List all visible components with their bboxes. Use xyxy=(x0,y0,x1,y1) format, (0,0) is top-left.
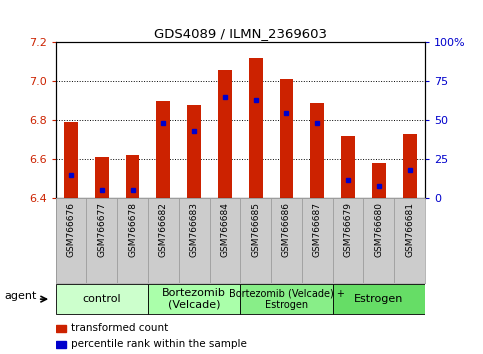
Bar xyxy=(86,198,117,283)
Text: transformed count: transformed count xyxy=(71,324,168,333)
Bar xyxy=(210,198,240,283)
Bar xyxy=(394,198,425,283)
Bar xyxy=(56,198,86,283)
Bar xyxy=(403,134,416,198)
Text: GSM766676: GSM766676 xyxy=(67,202,75,257)
Bar xyxy=(56,284,148,314)
Text: Bortezomib (Velcade) +
Estrogen: Bortezomib (Velcade) + Estrogen xyxy=(228,288,344,310)
Title: GDS4089 / ILMN_2369603: GDS4089 / ILMN_2369603 xyxy=(154,27,327,40)
Text: GSM766684: GSM766684 xyxy=(220,202,229,257)
Text: GSM766681: GSM766681 xyxy=(405,202,414,257)
Bar xyxy=(364,198,394,283)
Text: GSM766685: GSM766685 xyxy=(251,202,260,257)
Bar xyxy=(302,198,333,283)
Bar xyxy=(271,198,302,283)
Text: GSM766679: GSM766679 xyxy=(343,202,353,257)
Text: Estrogen: Estrogen xyxy=(354,294,403,304)
Bar xyxy=(333,198,364,283)
Bar xyxy=(311,103,324,198)
Bar xyxy=(179,198,210,283)
Text: Bortezomib
(Velcade): Bortezomib (Velcade) xyxy=(162,288,226,310)
Bar xyxy=(249,58,263,198)
Text: GSM766683: GSM766683 xyxy=(190,202,199,257)
Text: percentile rank within the sample: percentile rank within the sample xyxy=(71,339,247,349)
Bar xyxy=(148,198,179,283)
Text: GSM766680: GSM766680 xyxy=(374,202,384,257)
Bar xyxy=(280,80,293,198)
Bar xyxy=(187,105,201,198)
Bar xyxy=(156,101,170,198)
Bar xyxy=(64,122,78,198)
Bar xyxy=(95,157,109,198)
Bar xyxy=(333,284,425,314)
Text: GSM766682: GSM766682 xyxy=(159,202,168,257)
Bar xyxy=(148,284,241,314)
Bar xyxy=(240,198,271,283)
Bar xyxy=(126,155,140,198)
Text: agent: agent xyxy=(5,291,37,301)
Text: GSM766677: GSM766677 xyxy=(97,202,106,257)
Bar xyxy=(341,136,355,198)
Text: GSM766678: GSM766678 xyxy=(128,202,137,257)
Text: control: control xyxy=(83,294,121,304)
Text: GSM766687: GSM766687 xyxy=(313,202,322,257)
Bar xyxy=(56,325,66,332)
Bar xyxy=(372,163,386,198)
Bar xyxy=(240,284,333,314)
Text: GSM766686: GSM766686 xyxy=(282,202,291,257)
Bar xyxy=(117,198,148,283)
Bar xyxy=(218,70,232,198)
Bar xyxy=(56,341,66,348)
